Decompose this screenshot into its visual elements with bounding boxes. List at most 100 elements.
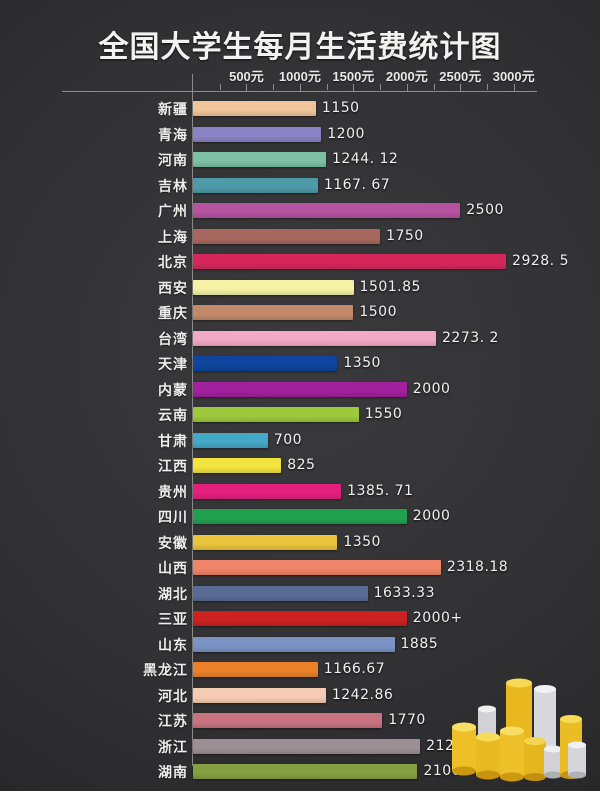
- bar-value-label: 2318.18: [446, 559, 509, 575]
- bar-row: 四川 2000: [0, 505, 600, 531]
- bar-category-label: 江苏: [158, 714, 188, 730]
- bar-category-label: 新疆: [158, 102, 188, 118]
- bar-row: 山东 1885: [0, 633, 600, 659]
- bar-value-label: 1200: [327, 125, 365, 142]
- bar-row: 江苏 1770: [0, 709, 600, 735]
- bar: [193, 611, 407, 626]
- bar: [193, 228, 381, 244]
- x-axis-minor-tick: [326, 84, 328, 90]
- bar-category-label: 台湾: [158, 331, 188, 348]
- bar-value-label: 1150: [321, 100, 360, 116]
- bar-category-label: 天津: [158, 357, 188, 373]
- x-axis-tick-label: 2000元: [385, 69, 428, 84]
- x-axis-labels: 500元 1000元 1500元 2000元 2500元 3000元: [0, 66, 600, 86]
- bar-value-label: 1885: [400, 635, 439, 652]
- bar-value-label: 2273. 2: [442, 329, 499, 346]
- bar-category-label: 四川: [158, 510, 188, 526]
- bar: [193, 560, 441, 575]
- bar-category-label: 云南: [158, 408, 188, 424]
- bar-value-label: 1242.86: [331, 686, 394, 703]
- bar-category-label: 山东: [158, 637, 188, 654]
- bar-category-label: 北京: [158, 255, 188, 271]
- bar-value-label: 2500: [466, 202, 504, 218]
- bar: [193, 101, 316, 116]
- bar-value-label: 1385. 71: [347, 482, 414, 499]
- bar-row: 黑龙江 1166.67: [0, 658, 600, 684]
- bar-row: 青海 1200: [0, 123, 600, 149]
- bar: [193, 126, 322, 142]
- bar-value-label: 2000: [412, 508, 451, 524]
- bar: [193, 585, 368, 601]
- x-axis-tick: [353, 84, 355, 92]
- bar-row: 贵州 1385. 71: [0, 480, 600, 506]
- bar-rows: 新疆 1150 青海 1200 河南 1244. 12 吉林 1167. 67 广州 2500 上海…: [0, 97, 600, 786]
- bar-value-label: 1770: [388, 712, 426, 728]
- bar-row: 三亚 2000+: [0, 607, 600, 633]
- bar-value-label: 2125: [426, 737, 464, 754]
- bar-row: 吉林 1167. 67: [0, 174, 600, 200]
- bar-value-label: 1167. 67: [323, 176, 391, 193]
- bar-category-label: 内蒙: [158, 382, 188, 399]
- bar-value-label: 2000: [412, 380, 451, 397]
- bar-row: 天津 1350: [0, 352, 600, 378]
- bar: [193, 407, 359, 422]
- x-axis-tick-label: 500元: [229, 69, 264, 84]
- bar-row: 河北 1242.86: [0, 684, 600, 710]
- bar-row: 重庆 1500: [0, 301, 600, 327]
- bar-category-label: 浙江: [158, 739, 188, 756]
- bar-category-label: 河南: [158, 153, 188, 169]
- bar-category-label: 湖南: [158, 765, 188, 781]
- x-axis-minor-tick: [273, 84, 275, 90]
- bar: [193, 356, 338, 371]
- bar-value-label: 1500: [359, 304, 397, 320]
- bar-value-label: 700: [273, 431, 303, 448]
- bar-category-label: 青海: [158, 127, 188, 144]
- bar-category-label: 湖北: [158, 586, 188, 603]
- bar-row: 甘肃 700: [0, 429, 600, 455]
- x-axis-tick: [460, 84, 462, 92]
- x-axis-tick: [406, 84, 408, 92]
- bar-value-label: 2928. 5: [512, 253, 569, 269]
- bar-value-label: 1350: [343, 533, 381, 550]
- bar-category-label: 黑龙江: [143, 663, 188, 679]
- x-axis-minor-tick: [219, 84, 221, 90]
- bar-row: 西安 1501.85: [0, 276, 600, 302]
- bar: [193, 254, 507, 269]
- y-axis-baseline: [192, 74, 193, 766]
- bar-row: 江西 825: [0, 454, 600, 480]
- bar-value-label: 1501.85: [359, 278, 421, 295]
- bar-category-label: 吉林: [158, 178, 188, 195]
- bar-category-label: 江西: [158, 459, 188, 475]
- x-axis-tick: [299, 84, 301, 92]
- bar-category-label: 重庆: [158, 306, 188, 322]
- bar-category-label: 河北: [158, 688, 188, 705]
- x-axis-minor-tick: [380, 84, 382, 90]
- bar: [193, 305, 354, 320]
- bar-value-label: 1633.33: [373, 584, 435, 601]
- bar-value-label: 825: [287, 457, 316, 473]
- x-axis-tick-label: 3000元: [492, 69, 535, 84]
- bar-value-label: 1166.67: [323, 661, 386, 677]
- bar-row: 安徽 1350: [0, 531, 600, 557]
- bar: [193, 177, 318, 193]
- bar-row: 台湾 2273. 2: [0, 327, 600, 353]
- bar-row: 河南 1244. 12: [0, 148, 600, 174]
- bar: [193, 152, 326, 167]
- bar-row: 浙江 2125: [0, 735, 600, 761]
- x-axis-line: [62, 91, 537, 92]
- bar-row: 上海 1750: [0, 225, 600, 251]
- bar-category-label: 三亚: [158, 612, 188, 628]
- bar-row: 内蒙 2000: [0, 378, 600, 404]
- bar-value-label: 1244. 12: [331, 151, 399, 167]
- bar-value-label: 1550: [364, 406, 403, 422]
- bar-category-label: 山西: [158, 561, 188, 577]
- bar: [193, 330, 436, 346]
- bar-value-label: 1350: [343, 355, 381, 371]
- bar: [193, 509, 407, 524]
- bar: [193, 534, 338, 550]
- bar: [193, 713, 383, 728]
- bar-row: 北京 2928. 5: [0, 250, 600, 276]
- bar: [193, 738, 421, 754]
- bar-value-label: 1750: [386, 227, 424, 244]
